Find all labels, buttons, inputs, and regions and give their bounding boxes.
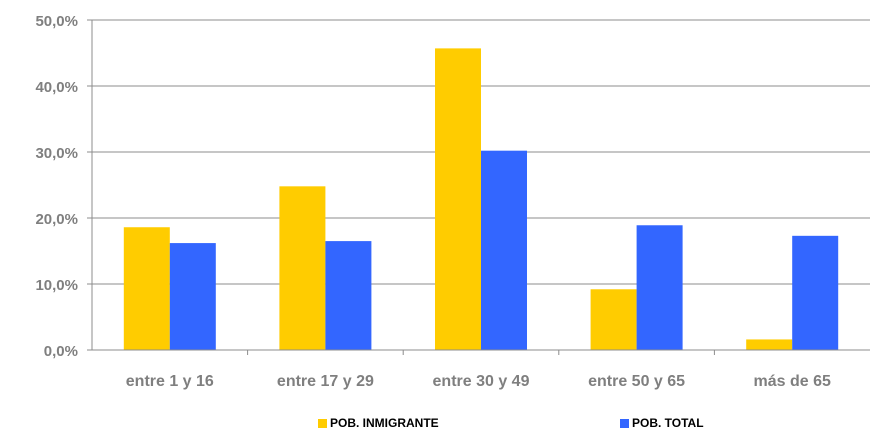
legend-item-pob-total: POB. TOTAL xyxy=(620,416,704,430)
legend-swatch-pob-total xyxy=(620,418,629,428)
y-tick-label: 40,0% xyxy=(35,79,78,96)
legend-label-pob-total: POB. TOTAL xyxy=(632,416,704,430)
bar-pob-inmigrante xyxy=(123,227,170,350)
bar-pob-inmigrante xyxy=(279,186,326,350)
bar-pob-total xyxy=(325,241,372,350)
x-tick-label: entre 17 y 29 xyxy=(277,373,374,390)
x-tick-label: más de 65 xyxy=(754,373,831,390)
legend-item-pob-inmigrante: POB. INMIGRANTE xyxy=(318,416,439,430)
y-tick-label: 20,0% xyxy=(35,211,78,228)
x-tick-label: entre 50 y 65 xyxy=(588,373,685,390)
y-tick-label: 50,0% xyxy=(35,13,78,30)
y-tick-label: 0,0% xyxy=(44,343,78,360)
bar-pob-total xyxy=(792,235,839,350)
bar-pob-total xyxy=(169,243,216,350)
x-tick-label: entre 30 y 49 xyxy=(433,373,530,390)
legend-swatch-pob-inmigrante xyxy=(318,418,327,428)
bar-pob-total xyxy=(636,225,683,350)
bar-pob-total xyxy=(481,150,527,350)
bar-pob-inmigrante xyxy=(435,48,481,350)
y-tick-label: 30,0% xyxy=(35,145,78,162)
x-tick-label: entre 1 y 16 xyxy=(126,373,214,390)
y-tick-label: 10,0% xyxy=(35,277,78,294)
legend-label-pob-inmigrante: POB. INMIGRANTE xyxy=(330,416,439,430)
bar-pob-inmigrante xyxy=(590,289,637,350)
bar-pob-inmigrante xyxy=(746,339,793,350)
